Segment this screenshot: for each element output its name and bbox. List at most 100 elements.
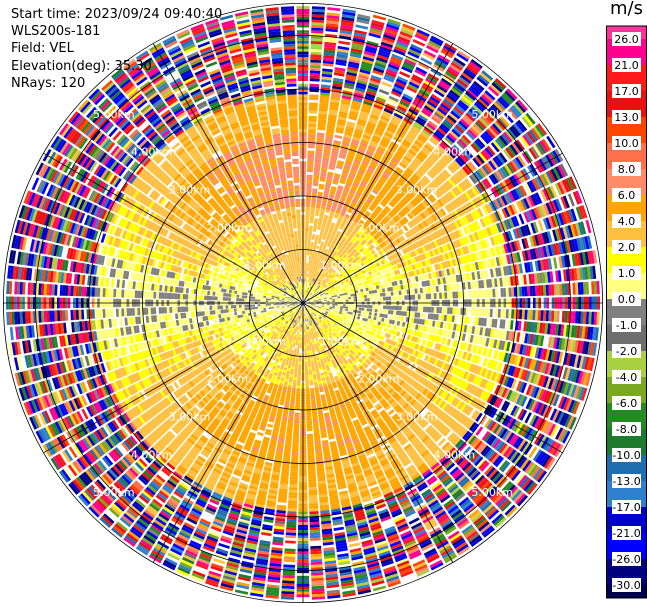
ppi-cell (328, 247, 333, 252)
ppi-cell (487, 308, 491, 317)
ppi-cell (314, 218, 319, 222)
ppi-cell (312, 275, 315, 279)
ppi-cell (305, 225, 309, 229)
ppi-cell (308, 282, 311, 286)
ppi-cell (304, 284, 306, 288)
ppi-cell (309, 220, 314, 224)
ppi-cell (359, 113, 369, 119)
ppi-cell (332, 85, 343, 90)
ppi-cell (377, 146, 386, 153)
ppi-cell (387, 98, 398, 105)
ppi-cell (348, 174, 355, 180)
ppi-cell (348, 113, 358, 119)
ppi-cell (305, 212, 310, 215)
ppi-cell (310, 242, 314, 246)
ppi-cell (331, 205, 337, 210)
ppi-cell (316, 204, 321, 209)
ppi-cell (378, 49, 391, 56)
ppi-cell (316, 304, 319, 306)
ppi-cell (341, 95, 352, 100)
ppi-cell (332, 178, 339, 183)
ppi-cell (341, 312, 345, 315)
ppi-cell (412, 74, 424, 82)
ppi-cell (305, 204, 311, 207)
ppi-cell (332, 203, 338, 207)
ppi-cell (360, 162, 369, 168)
ppi-cell (307, 276, 310, 280)
ppi-cell (390, 310, 394, 315)
ppi-cell (395, 107, 406, 115)
ppi-cell (336, 187, 343, 192)
ppi-cell (368, 165, 376, 172)
ppi-cell (388, 122, 398, 129)
ppi-cell (351, 304, 354, 307)
ppi-cell (307, 164, 314, 167)
ppi-cell (340, 22, 354, 27)
ppi-cell (309, 70, 321, 74)
ppi-cell (331, 88, 342, 93)
ppi-cell (309, 94, 319, 98)
ppi-cell (320, 84, 331, 89)
ppi-cell (366, 168, 374, 174)
ppi-cell (383, 296, 386, 301)
ppi-cell (334, 134, 343, 139)
ppi-cell (304, 238, 308, 242)
ppi-cell (307, 161, 314, 165)
ppi-cell (384, 28, 398, 36)
ppi-cell (385, 292, 389, 297)
ppi-cell (315, 251, 318, 255)
ppi-cell (319, 244, 324, 248)
ppi-cell (320, 230, 324, 234)
ppi-cell (319, 213, 324, 218)
ppi-cell (349, 189, 356, 195)
ppi-cell (524, 286, 528, 297)
ppi-cell (341, 192, 348, 197)
ppi-cell (339, 308, 343, 311)
ppi-cell (310, 207, 316, 211)
ppi-cell (346, 71, 357, 77)
ppi-cell (438, 438, 446, 446)
ppi-cell (390, 291, 394, 296)
ppi-cell (362, 157, 371, 163)
ppi-cell (370, 75, 382, 81)
ppi-cell (357, 79, 368, 85)
ppi-cell (305, 206, 311, 210)
ppi-cell (363, 100, 373, 106)
ppi-cell (307, 247, 311, 250)
ppi-cell (369, 114, 379, 120)
ppi-cell (306, 284, 308, 288)
ppi-cell (308, 274, 310, 277)
ppi-cell (365, 152, 373, 158)
ppi-cell (313, 270, 317, 274)
ppi-cell (310, 244, 314, 248)
ppi-cell (344, 131, 353, 137)
ppi-cell (308, 260, 311, 264)
ppi-cell (374, 130, 383, 137)
ppi-cell (375, 127, 385, 134)
ppi-cell (417, 294, 421, 300)
ppi-cell (325, 206, 331, 211)
ppi-cell (401, 95, 412, 103)
ppi-cell (360, 314, 364, 318)
ppi-cell (353, 159, 361, 165)
ppi-cell (375, 305, 378, 309)
ppi-cell (368, 32, 381, 39)
ppi-cell (345, 299, 349, 302)
ppi-cell (394, 46, 407, 53)
ppi-cell (398, 33, 412, 41)
ppi-cell (366, 311, 370, 315)
ppi-cell (348, 115, 357, 121)
ppi-cell (315, 259, 318, 263)
ppi-cell (361, 304, 365, 308)
ppi-cell (303, 284, 305, 287)
ppi-cell (338, 40, 351, 46)
ppi-cell (309, 277, 312, 281)
ppi-cell (304, 236, 308, 239)
ppi-cell (511, 287, 515, 297)
ppi-cell (336, 230, 341, 235)
ppi-cell (326, 125, 335, 130)
ppi-cell (378, 120, 388, 127)
ppi-cell (321, 300, 325, 302)
ppi-cell (356, 123, 365, 129)
ppi-cell (334, 226, 339, 231)
